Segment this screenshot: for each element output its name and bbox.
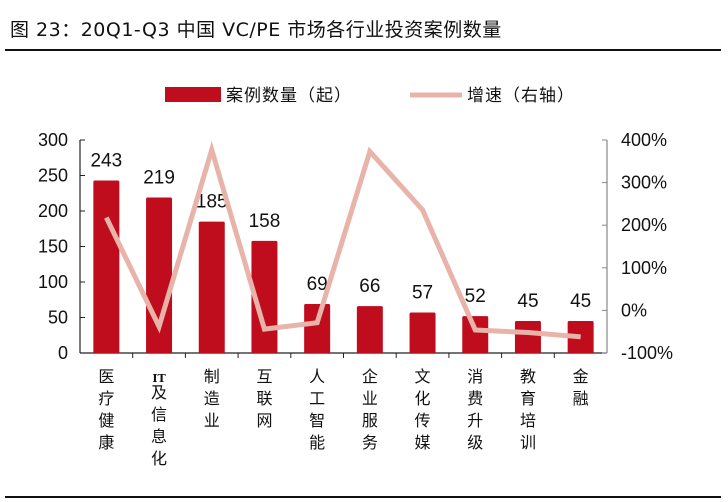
bottom-rule [5,496,721,498]
left-tick-label: 150 [38,237,68,257]
bar-4 [304,304,331,353]
bar-3 [251,240,278,353]
legend: 案例数量（起） 增速（右轴） [165,86,575,106]
bar-0 [93,180,120,353]
data-label: 52 [465,286,486,307]
left-tick-label: 300 [38,130,68,150]
right-tick-label: 200% [621,215,667,235]
data-label: 45 [517,291,538,312]
bar-2 [198,221,225,353]
category-label-0: 医疗健康 [98,367,114,452]
bar-8 [514,321,541,353]
category-label-5: 企业服务 [362,367,378,452]
data-label: 45 [570,291,591,312]
data-label: 219 [143,168,175,189]
legend-label-line: 增速（右轴） [467,86,575,106]
right-tick-label: 0% [621,300,647,320]
category-label-1: IT 及信息化 [151,372,167,468]
left-tick-label: 100 [38,272,68,292]
top-rule [5,49,721,51]
legend-swatch-bar [165,87,221,102]
bar-5 [356,306,383,353]
category-label-6: 文化传媒 [415,367,431,452]
category-label-2: 制造业 [204,367,220,430]
data-label: 158 [249,211,281,232]
right-tick-label: 300% [621,173,667,193]
chart-title: 图 23：20Q1-Q3 中国 VC/PE 市场各行业投资案例数量 [10,19,502,41]
category-label-9: 金融 [573,367,589,408]
category-label-7: 消费升级 [467,367,483,452]
category-label-4: 人工智能 [309,367,325,452]
left-tick-label: 200 [38,201,68,221]
left-tick-label: 0 [58,343,68,363]
category-label-3: 互联网 [256,367,272,430]
growth-line [104,140,581,340]
right-tick-label: 400% [621,130,667,150]
right-tick-label: 100% [621,258,667,278]
data-label: 243 [90,150,122,171]
data-label: 185 [196,192,228,213]
category-label-8: 教育培训 [520,367,536,452]
data-label: 69 [307,274,328,295]
bar-9 [567,321,594,353]
bar-6 [409,312,436,353]
left-tick-label: 250 [38,166,68,186]
right-tick-label: -100% [621,343,673,363]
bar-7 [462,316,489,353]
left-tick-label: 50 [48,308,68,328]
data-label: 66 [359,276,380,297]
data-label: 57 [412,283,433,304]
legend-label-bar: 案例数量（起） [226,86,352,106]
